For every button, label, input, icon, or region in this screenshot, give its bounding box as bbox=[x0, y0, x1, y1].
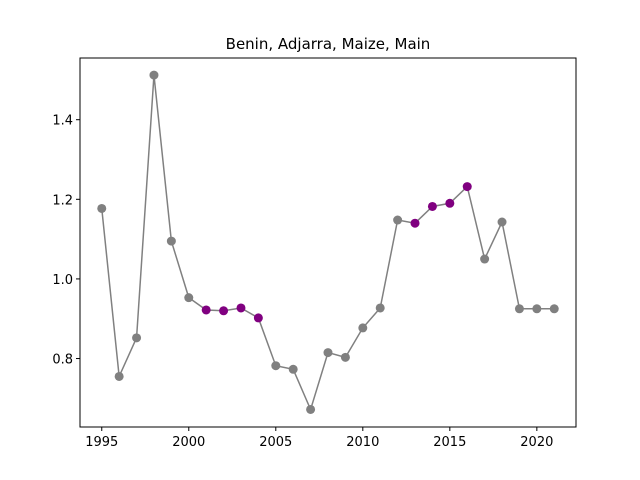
x-tick-label: 2005 bbox=[259, 435, 292, 450]
data-point bbox=[97, 203, 107, 213]
y-axis-ticks: 0.8 1.0 1.2 1.4 bbox=[52, 114, 80, 368]
y-tick-label: 1.0 bbox=[52, 273, 73, 288]
data-point bbox=[271, 361, 281, 371]
data-point bbox=[497, 217, 507, 227]
data-point bbox=[480, 254, 490, 264]
data-point-highlighted bbox=[201, 305, 211, 315]
x-axis-ticks: 1995 2000 2005 2010 2015 2020 bbox=[85, 427, 553, 450]
data-point bbox=[323, 348, 333, 358]
x-tick-label: 2015 bbox=[433, 435, 466, 450]
data-point bbox=[393, 215, 403, 225]
data-point bbox=[288, 364, 298, 374]
data-point bbox=[340, 352, 350, 362]
data-point bbox=[514, 304, 524, 314]
y-tick-label: 1.2 bbox=[52, 193, 73, 208]
data-point bbox=[132, 333, 142, 343]
data-point bbox=[114, 371, 124, 381]
chart-title: Benin, Adjarra, Maize, Main bbox=[226, 35, 431, 53]
data-point-highlighted bbox=[427, 201, 437, 211]
x-tick-label: 2000 bbox=[172, 435, 205, 450]
data-point bbox=[375, 303, 385, 313]
data-markers bbox=[97, 70, 559, 414]
data-point-highlighted bbox=[410, 218, 420, 228]
y-tick-label: 1.4 bbox=[52, 114, 73, 129]
data-point bbox=[358, 323, 368, 333]
data-point bbox=[166, 236, 176, 246]
data-point-highlighted bbox=[219, 306, 229, 316]
plot-frame bbox=[79, 57, 577, 428]
x-tick-label: 1995 bbox=[85, 435, 118, 450]
data-point bbox=[306, 404, 316, 414]
data-point-highlighted bbox=[445, 198, 455, 208]
data-point-highlighted bbox=[253, 313, 263, 323]
data-point bbox=[549, 304, 559, 314]
data-point bbox=[149, 70, 159, 80]
data-point bbox=[184, 293, 194, 303]
y-tick-label: 0.8 bbox=[52, 353, 73, 368]
data-point bbox=[532, 304, 542, 314]
data-point-highlighted bbox=[462, 182, 472, 192]
x-tick-label: 2010 bbox=[346, 435, 379, 450]
x-tick-label: 2020 bbox=[520, 435, 553, 450]
data-point-highlighted bbox=[236, 303, 246, 313]
